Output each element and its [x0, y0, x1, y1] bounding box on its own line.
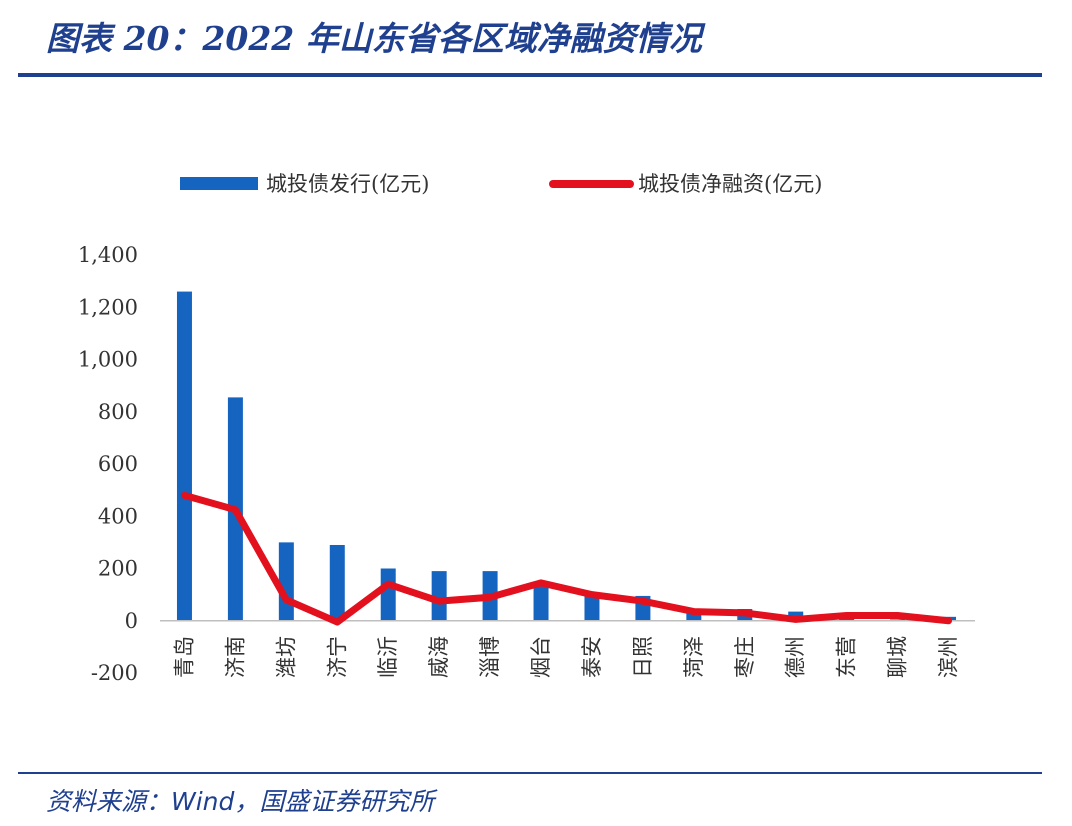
x-tick-label: 威海 — [427, 636, 451, 678]
x-axis: 青岛 济南 潍坊 济宁 临沂 威海 淄博 烟台 泰安 日照 菏泽 枣庄 德州 东营 聊城 滨州 — [172, 636, 960, 678]
x-tick-label: 泰安 — [580, 636, 604, 678]
y-tick-label: 0 — [125, 609, 138, 633]
y-tick-label: -200 — [91, 661, 138, 685]
chart: 城投债发行(亿元) 城投债净融资(亿元) 1,400 1,200 1,000 800 6… — [78, 172, 975, 685]
y-tick-label: 200 — [98, 557, 138, 581]
x-tick-label: 枣庄 — [733, 636, 757, 678]
bar — [176, 291, 192, 621]
x-tick-label: 青岛 — [172, 636, 196, 678]
bar — [533, 585, 549, 621]
x-tick-label: 济南 — [223, 636, 247, 678]
x-tick-label: 聊城 — [886, 636, 910, 678]
source-note: 资料来源：Wind，国盛证券研究所 — [46, 787, 435, 816]
x-tick-label: 德州 — [784, 636, 808, 678]
x-tick-label: 滨州 — [937, 636, 961, 678]
x-tick-label: 潍坊 — [274, 636, 298, 678]
title-divider — [18, 73, 1042, 77]
x-tick-label: 济宁 — [325, 636, 349, 678]
legend-bar-label: 城投债发行(亿元) — [266, 172, 429, 196]
bar — [329, 544, 345, 621]
y-tick-label: 800 — [98, 400, 138, 424]
y-axis: 1,400 1,200 1,000 800 600 400 200 0 -200 — [78, 243, 138, 685]
x-tick-label: 日照 — [631, 636, 655, 678]
bar — [278, 542, 294, 621]
x-tick-label: 菏泽 — [682, 636, 706, 678]
footer-divider — [18, 772, 1042, 774]
bar — [839, 618, 855, 621]
bar — [431, 571, 447, 621]
bar — [584, 594, 600, 621]
x-tick-label: 烟台 — [529, 636, 553, 678]
legend-line-label: 城投债净融资(亿元) — [638, 172, 822, 196]
bar — [686, 611, 702, 621]
y-tick-label: 1,400 — [78, 243, 138, 267]
y-tick-label: 600 — [98, 452, 138, 476]
page-title: 图表 20：2022 年山东省各区域净融资情况 — [46, 19, 702, 58]
x-tick-label: 淄博 — [478, 636, 502, 678]
legend-bar-swatch — [180, 177, 258, 190]
bar-series — [176, 291, 957, 621]
y-tick-label: 1,000 — [78, 348, 138, 372]
legend: 城投债发行(亿元) 城投债净融资(亿元) — [180, 172, 822, 196]
net-financing-line — [180, 491, 953, 626]
y-tick-label: 1,200 — [78, 295, 138, 319]
x-tick-label: 东营 — [835, 636, 859, 678]
bar — [380, 568, 396, 621]
y-tick-label: 400 — [98, 504, 138, 528]
x-tick-label: 临沂 — [376, 636, 400, 678]
line-series — [180, 491, 953, 626]
